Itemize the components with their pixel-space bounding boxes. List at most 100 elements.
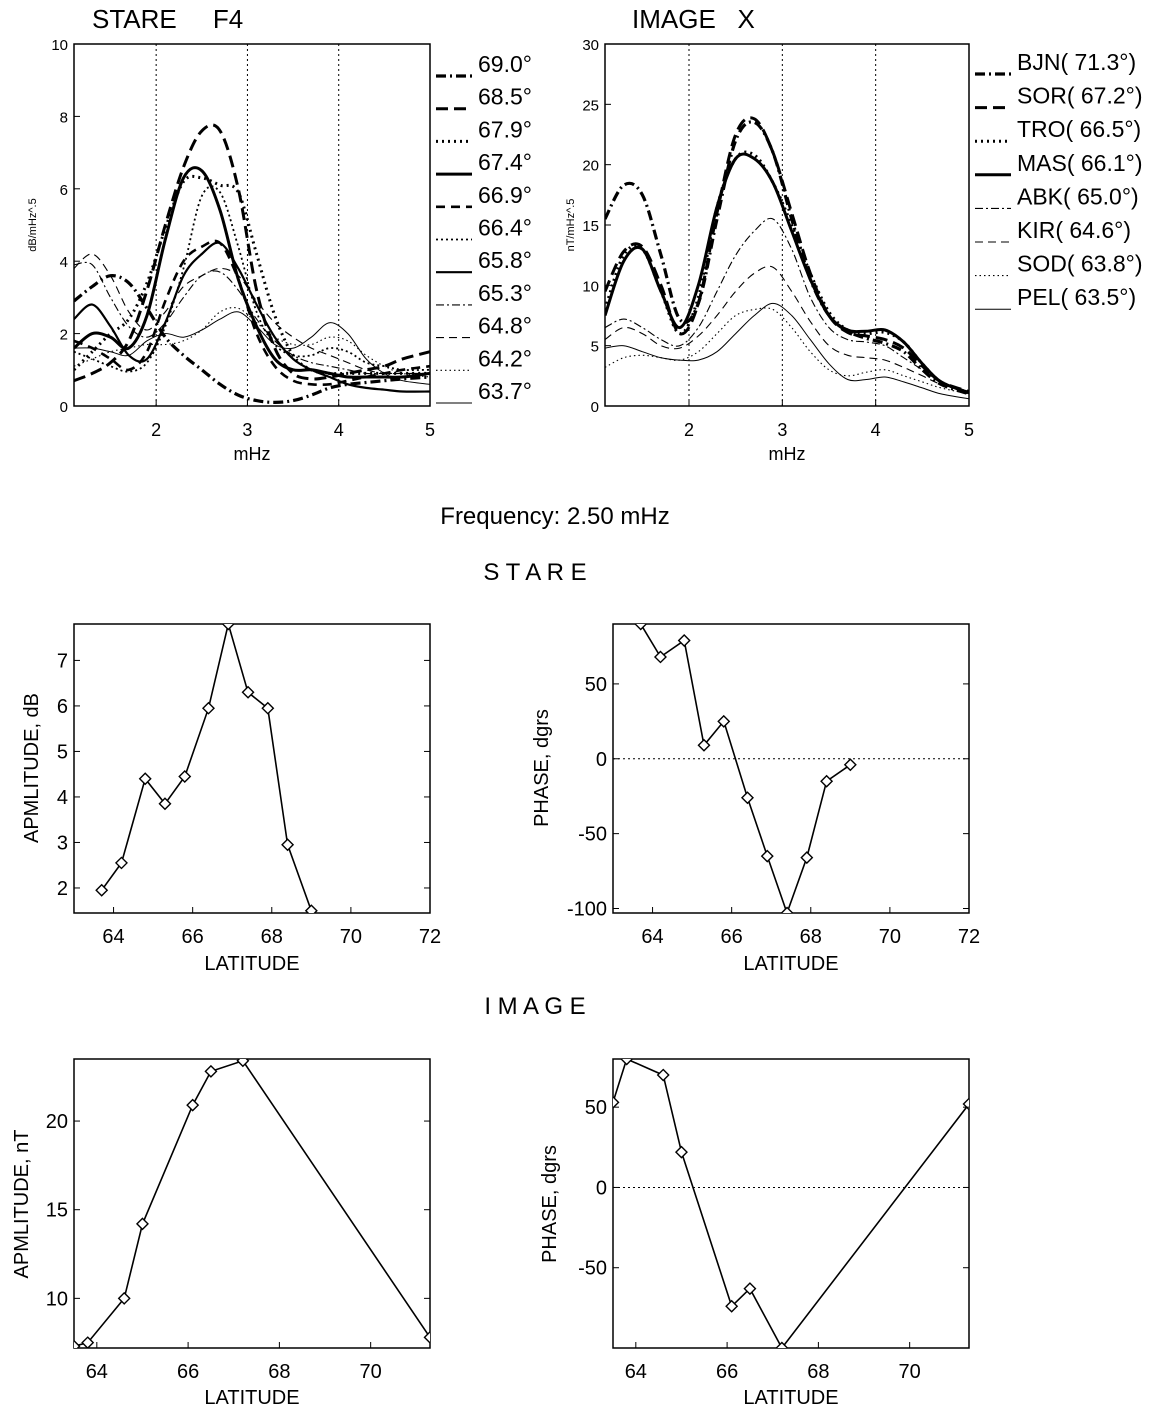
stare-spectra-x-tick-label: 2: [151, 420, 161, 440]
stare-amplitude-y-tick-label: 4: [57, 787, 68, 809]
image-phase-diamond-marker: [725, 1299, 739, 1313]
image-spectra-frame: [604, 43, 970, 407]
stare-amplitude-y-ticks: 2 3 4 5 6 7: [57, 650, 430, 900]
image-spectra-legend-label: PEL( 63.5°): [1017, 284, 1136, 310]
stare-spectra-series-line-5: [74, 185, 430, 373]
image-spectra-series-line-5: [605, 265, 969, 393]
image-amplitude-y-ticks: 10 15 20: [46, 1111, 430, 1310]
image-phase-line: [613, 1059, 969, 1348]
image-spectra-legend-label: SOR( 67.2°): [1017, 83, 1143, 109]
stare-amplitude-y-tick-label: 3: [57, 832, 68, 854]
image-phase-x-label: LATITUDE: [743, 1387, 838, 1409]
image-amplitude-x-ticks: 64 66 68 70: [86, 1342, 382, 1383]
stare-phase-x-tick-label: 64: [641, 926, 663, 948]
image-amplitude-x-tick-label: 68: [268, 1361, 290, 1383]
image-amplitude-diamond-marker: [423, 1330, 430, 1344]
image-spectra-x-tick-label: 2: [684, 420, 694, 440]
stare-phase-y-tick-label: -100: [567, 899, 607, 921]
stare-amplitude-diamond-marker: [95, 883, 109, 897]
stare-spectra-y-tick-label: 8: [60, 109, 68, 126]
image-spectra-y-tick-label: 25: [582, 97, 599, 114]
image-section-heading: I M A G E: [484, 993, 585, 1020]
stare-spectra-x-ticks: 2 3 4 5: [151, 400, 435, 440]
image-spectra-reference-lines: [688, 44, 877, 406]
stare-phase-frame: [612, 623, 970, 914]
stare-spectra-y-tick-label: 2: [60, 327, 68, 344]
image-phase-x-tick-label: 66: [716, 1361, 738, 1383]
image-spectra-x-ticks: 2 3 4 5: [684, 400, 974, 440]
image-phase-diamond-marker: [656, 1068, 670, 1082]
stare-spectra-legend-label: 69.0°: [478, 51, 532, 77]
stare-amplitude-y-tick-label: 5: [57, 741, 68, 763]
image-spectra-y-tick-label: 5: [591, 339, 599, 356]
image-amplitude-y-tick-label: 15: [46, 1200, 68, 1222]
image-amplitude-y-tick-label: 20: [46, 1111, 68, 1133]
image-spectra-x-label: mHz: [769, 444, 806, 464]
stare-spectra-y-tick-label: 4: [60, 254, 68, 271]
image-phase-panel: 64 66 68 70 -50 0 50 LATITUDE PHASE, dgrs: [539, 1058, 970, 1409]
image-amplitude-diamond-marker: [204, 1064, 218, 1078]
stare-phase-diamond-marker: [634, 624, 648, 631]
stare-amplitude-diamond-marker: [201, 701, 215, 715]
image-phase-x-tick-label: 64: [625, 1361, 647, 1383]
stare-spectra-legend-label: 66.9°: [478, 182, 532, 208]
image-spectra-series-line-0: [605, 120, 969, 396]
stare-spectra-legend-label: 67.4°: [478, 149, 532, 175]
image-spectra-title: IMAGE X: [632, 4, 755, 34]
image-amplitude-x-label: LATITUDE: [204, 1387, 299, 1409]
stare-spectra-x-tick-label: 4: [334, 420, 344, 440]
image-amplitude-line: [74, 1059, 430, 1347]
stare-spectra-series-line-10: [74, 311, 430, 385]
image-spectra-series-line-4: [605, 217, 969, 393]
stare-spectra-series-line-2: [74, 174, 430, 376]
stare-amplitude-diamond-marker: [281, 838, 295, 852]
stare-amplitude-diamond-marker: [178, 769, 192, 783]
stare-amplitude-y-tick-label: 2: [57, 878, 68, 900]
stare-amplitude-diamond-marker: [261, 701, 275, 715]
stare-spectra-series-line-0: [74, 274, 430, 405]
image-phase-diamond-marker: [613, 1095, 620, 1109]
stare-amplitude-x-ticks: 64 66 68 70 72: [102, 907, 441, 948]
stare-phase-y-label: PHASE, dgrs: [531, 709, 553, 827]
stare-amplitude-x-tick-label: 72: [419, 926, 441, 948]
stare-amplitude-panel: 64 66 68 70 72 2 3 4 5 6 7 LATITUDE APMLITUDE, dB: [21, 623, 441, 975]
image-amplitude-frame: [73, 1058, 431, 1349]
image-phase-y-tick-label: -50: [578, 1258, 607, 1280]
stare-spectra-y-tick-label: 0: [60, 399, 68, 416]
stare-amplitude-x-label: LATITUDE: [204, 953, 299, 975]
stare-spectra-series: [74, 123, 430, 405]
stare-phase-y-ticks: -100 -50 0 50: [567, 674, 969, 921]
stare-amplitude-x-tick-label: 70: [340, 926, 362, 948]
stare-phase-diamond-marker: [843, 758, 857, 772]
image-phase-x-tick-label: 68: [807, 1361, 829, 1383]
image-phase-frame: [612, 1058, 970, 1349]
image-amplitude-marks: [74, 1059, 430, 1348]
image-phase-diamond-marker: [620, 1059, 634, 1066]
image-spectra-legend-label: TRO( 66.5°): [1017, 116, 1141, 142]
frequency-heading: Frequency: 2.50 mHz: [440, 503, 669, 530]
stare-spectra-series-line-8: [74, 253, 430, 375]
stare-spectra-y-label: dB/mHz^.5: [27, 198, 39, 251]
image-amplitude-diamond-marker: [236, 1059, 250, 1068]
image-amplitude-x-tick-label: 66: [177, 1361, 199, 1383]
stare-spectra-legend-label: 65.3°: [478, 280, 532, 306]
stare-amplitude-frame: [73, 623, 431, 914]
stare-spectra-series-line-1: [74, 123, 430, 383]
stare-amplitude-y-tick-label: 6: [57, 696, 68, 718]
stare-amplitude-x-tick-label: 68: [261, 926, 283, 948]
image-phase-diamond-marker: [775, 1341, 789, 1348]
stare-phase-y-tick-label: 0: [596, 749, 607, 771]
image-spectra-y-tick-label: 15: [582, 218, 599, 235]
stare-phase-x-ticks: 64 66 68 70 72: [641, 907, 980, 948]
stare-amplitude-diamond-marker: [138, 772, 152, 786]
stare-phase-panel: 64 66 68 70 72 -100 -50 0 50 LATITUDE PHASE, dg…: [531, 623, 980, 975]
image-spectra-series-line-3: [605, 152, 969, 395]
image-spectra-y-tick-label: 0: [591, 399, 599, 416]
image-spectra-y-tick-label: 30: [582, 37, 599, 54]
image-spectra-series-line-1: [605, 116, 969, 393]
stare-phase-diamond-marker: [800, 851, 814, 865]
stare-phase-diamond-marker: [653, 650, 667, 664]
image-spectra-legend-label: MAS( 66.1°): [1017, 150, 1143, 176]
image-spectra-legend: BJN( 71.3°) SOR( 67.2°) TRO( 66.5°) MAS( 66…: [975, 49, 1143, 310]
